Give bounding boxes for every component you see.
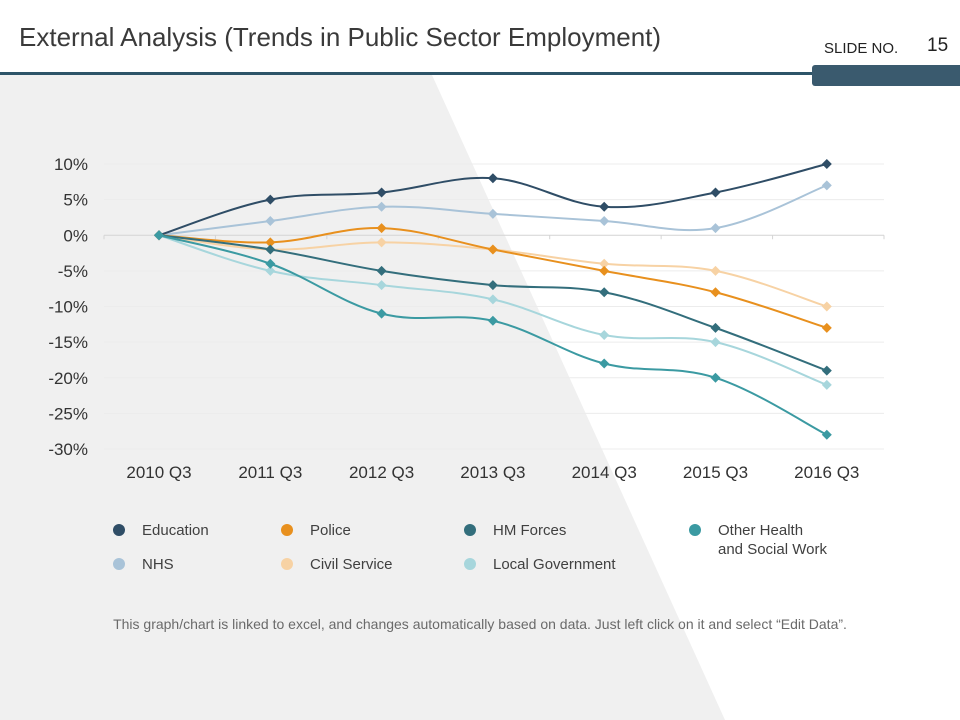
series-line-other-health-and-social-work — [158, 234, 828, 436]
data-point-other-health-and-social-work — [154, 230, 164, 241]
data-point-police — [710, 287, 721, 298]
y-tick-label: -15% — [48, 333, 88, 352]
data-point-hm-forces — [487, 280, 498, 291]
legend-label: Civil Service — [310, 556, 393, 573]
data-point-nhs — [599, 216, 610, 226]
legend-label: Police — [310, 522, 351, 539]
data-point-police — [265, 237, 276, 248]
data-point-civil-service — [710, 265, 721, 276]
data-point-other-health-and-social-work — [710, 372, 721, 383]
legend-label: Education — [142, 522, 209, 539]
legend-marker — [464, 558, 476, 570]
legend-label: NHS — [142, 556, 174, 573]
data-point-local-government — [821, 379, 832, 390]
x-tick-label: 2015 Q3 — [683, 463, 748, 482]
slide-number: 15 — [927, 35, 949, 56]
y-tick-label: 5% — [63, 191, 88, 210]
legend-marker — [281, 524, 293, 536]
data-point-other-health-and-social-work — [376, 308, 387, 319]
data-point-education — [376, 187, 387, 198]
y-tick-label: -10% — [48, 298, 88, 317]
data-point-local-government — [487, 294, 498, 305]
legend-marker — [113, 558, 125, 570]
data-point-local-government — [599, 330, 610, 340]
data-point-hm-forces — [376, 265, 387, 276]
header-rule — [0, 72, 812, 75]
x-tick-label: 2010 Q3 — [126, 463, 191, 482]
data-point-hm-forces — [710, 322, 721, 333]
slide-number-tab — [812, 65, 960, 86]
data-point-education — [821, 159, 832, 169]
series-line-police — [158, 227, 828, 329]
legend-label: Other Health — [718, 522, 804, 539]
y-tick-label: -5% — [58, 262, 88, 281]
legend-label: and Social Work — [718, 541, 827, 558]
data-point-civil-service — [821, 301, 832, 312]
legend-marker — [281, 558, 293, 570]
slide-number-label: SLIDE NO. — [824, 40, 899, 57]
data-point-police — [599, 265, 610, 276]
y-tick-label: -20% — [48, 369, 88, 388]
page-title: External Analysis (Trends in Public Sect… — [19, 22, 662, 52]
data-point-hm-forces — [265, 244, 276, 255]
data-point-civil-service — [376, 237, 387, 248]
legend-marker — [689, 524, 701, 536]
data-point-civil-service — [599, 258, 610, 269]
data-point-hm-forces — [821, 365, 832, 376]
footnote: This graph/chart is linked to excel, and… — [113, 616, 847, 632]
data-point-nhs — [710, 223, 721, 234]
y-tick-label: 10% — [54, 155, 88, 174]
series-line-local-government — [158, 234, 828, 386]
data-point-local-government — [376, 280, 387, 291]
data-point-local-government — [710, 337, 721, 348]
legend-marker — [113, 524, 125, 536]
y-tick-label: 0% — [63, 226, 88, 245]
data-point-police — [487, 244, 498, 255]
legend-label: HM Forces — [493, 522, 567, 539]
data-point-nhs — [265, 216, 276, 226]
data-point-other-health-and-social-work — [599, 358, 610, 369]
data-point-nhs — [376, 201, 387, 212]
x-tick-label: 2011 Q3 — [238, 463, 302, 482]
data-point-other-health-and-social-work — [265, 258, 276, 269]
data-point-education — [487, 173, 498, 184]
data-point-nhs — [821, 180, 832, 191]
y-tick-label: -30% — [48, 440, 88, 459]
data-point-nhs — [487, 208, 498, 219]
data-point-police — [821, 322, 832, 333]
data-point-hm-forces — [599, 287, 610, 298]
legend-label: Local Government — [493, 556, 616, 573]
legend-marker — [464, 524, 476, 536]
x-tick-label: 2012 Q3 — [349, 463, 414, 482]
data-point-police — [376, 223, 387, 234]
data-point-education — [599, 201, 610, 212]
y-tick-label: -25% — [48, 404, 88, 423]
x-tick-label: 2014 Q3 — [572, 463, 637, 482]
data-point-other-health-and-social-work — [487, 315, 498, 326]
x-tick-label: 2016 Q3 — [794, 463, 859, 482]
data-point-education — [710, 187, 721, 198]
x-tick-label: 2013 Q3 — [460, 463, 525, 482]
data-point-other-health-and-social-work — [821, 429, 832, 440]
data-point-local-government — [265, 265, 276, 276]
data-point-education — [265, 194, 276, 205]
